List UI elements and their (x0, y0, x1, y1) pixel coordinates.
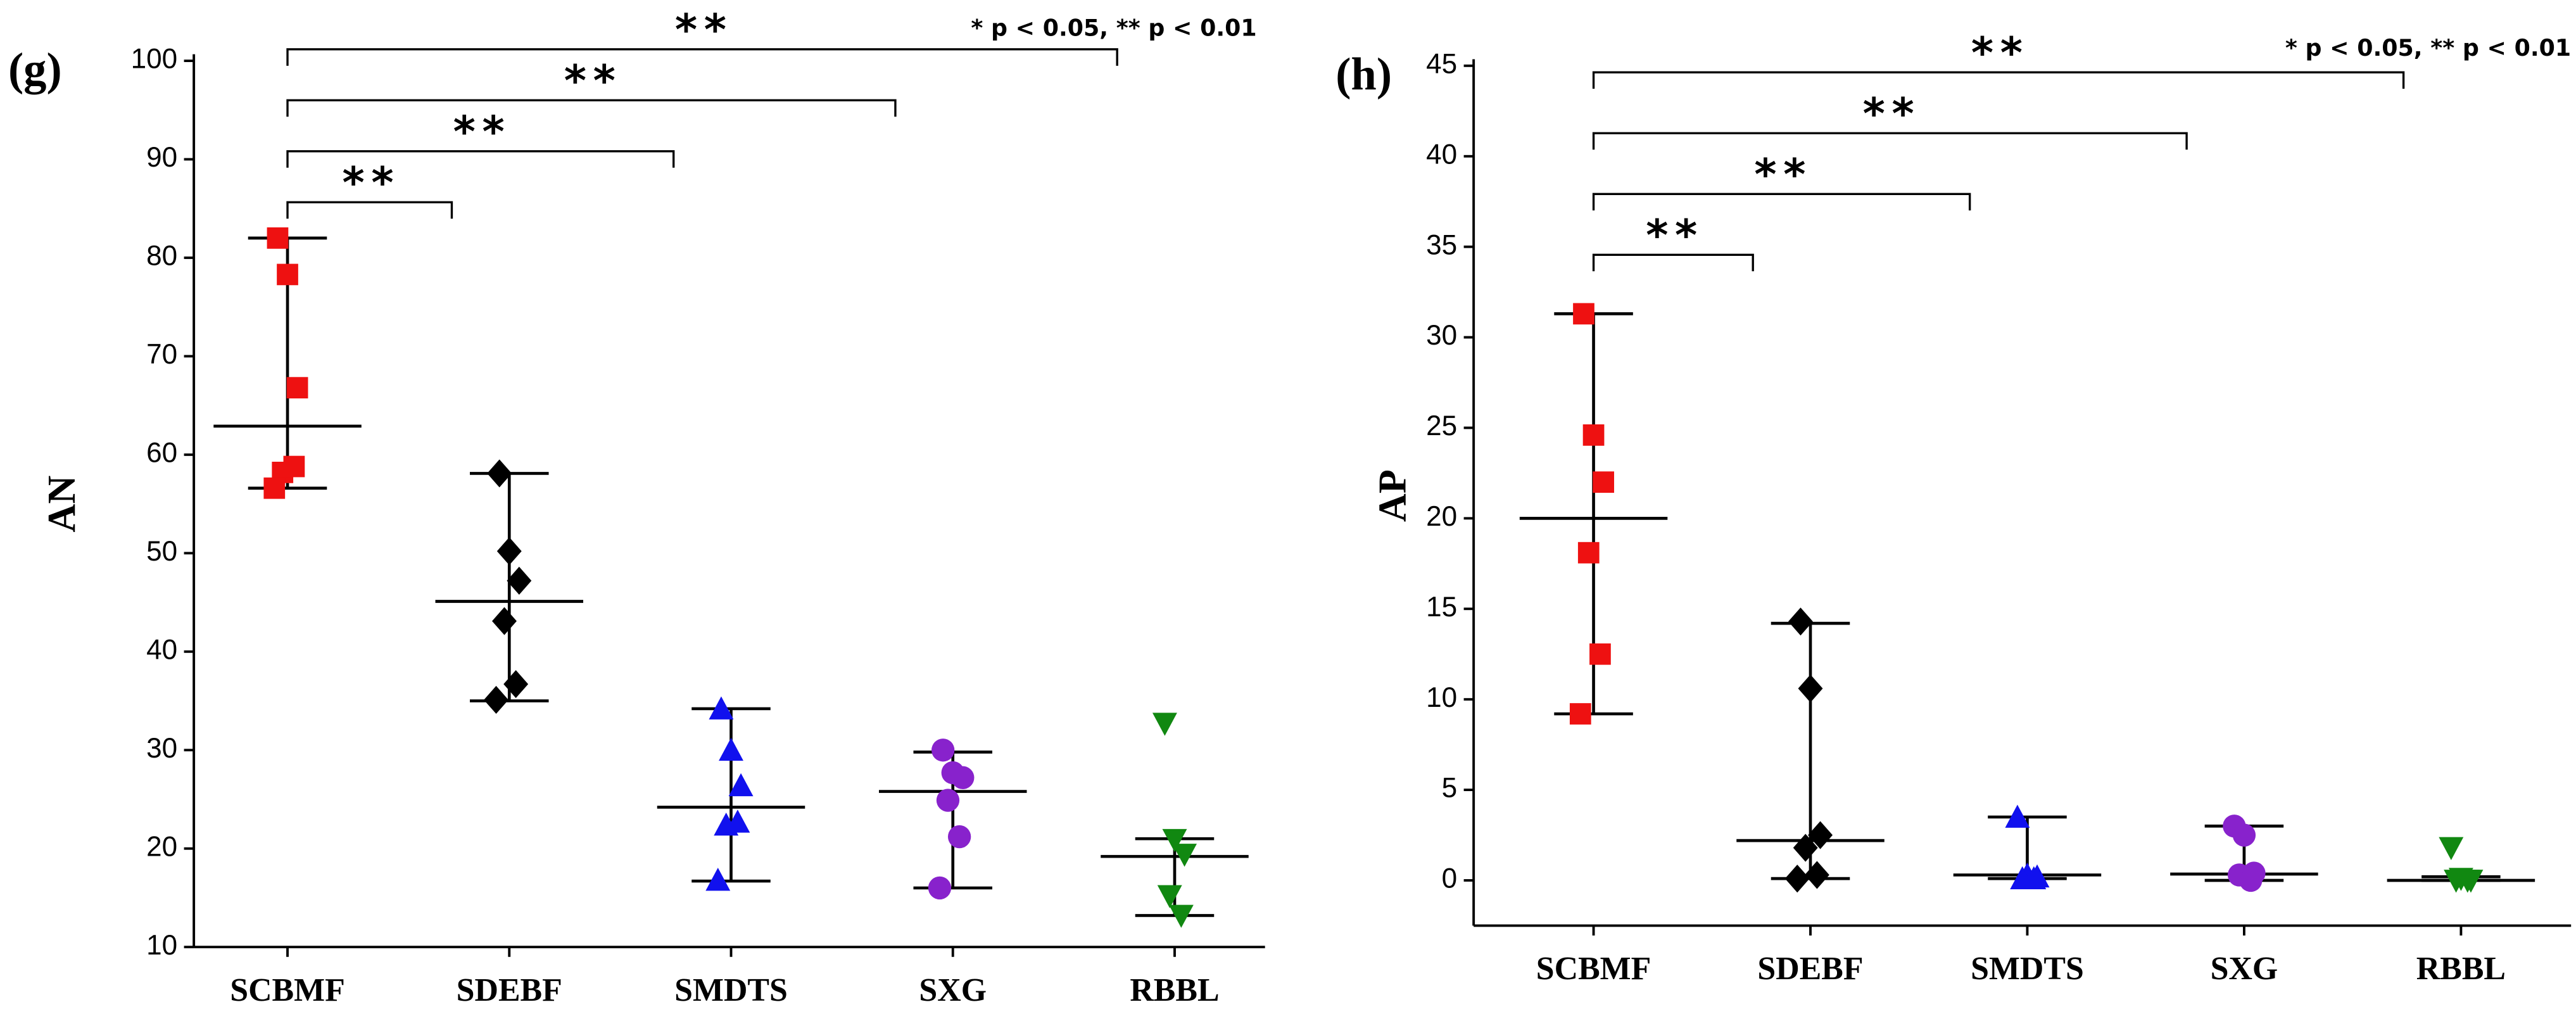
point (1804, 861, 1829, 889)
x-tick-label: SDEBF (457, 972, 562, 1008)
point (1593, 471, 1614, 493)
bracket (1592, 132, 2188, 150)
bracket-label: ** (1645, 210, 1703, 260)
point (2439, 837, 2464, 861)
bracket (286, 48, 1118, 66)
x-tick-label: SCBMF (1536, 951, 1651, 987)
point (1157, 885, 1182, 908)
point (503, 670, 529, 699)
bracket (286, 150, 675, 168)
point (1582, 424, 1605, 446)
x-tick-label: SXG (919, 972, 987, 1008)
bracket-label: ** (1753, 149, 1811, 200)
point (1589, 643, 1611, 665)
y-tick-label: 35 (1426, 229, 1457, 260)
y-axis-label: AP (1372, 469, 1415, 522)
y-axis-label: AN (41, 476, 84, 533)
x-tick-label: SDEBF (1757, 951, 1863, 987)
y-tick-label: 40 (146, 634, 177, 665)
point (1808, 821, 1833, 849)
point (931, 739, 955, 762)
bracket-label: ** (1861, 89, 1919, 139)
bracket-label: ** (673, 4, 731, 54)
point (1168, 904, 1194, 928)
y-tick-label: 15 (1426, 592, 1457, 623)
point (2455, 870, 2480, 893)
point (936, 789, 960, 812)
y-tick-label: 30 (146, 733, 177, 764)
x-tick-label: SMDTS (674, 972, 788, 1008)
point (1172, 844, 1197, 867)
point (1162, 828, 1187, 853)
y-tick-label: 25 (1426, 410, 1457, 441)
point (951, 766, 975, 789)
y-tick-label: 20 (146, 831, 177, 862)
point (2021, 866, 2047, 890)
point (1569, 703, 1591, 725)
point (277, 263, 298, 286)
point (2232, 823, 2256, 847)
point (487, 459, 512, 488)
point (947, 825, 971, 849)
y-tick-label: 10 (146, 930, 177, 961)
panel-label: (g) (8, 43, 62, 94)
note: * p < 0.05, ** p < 0.01 (2285, 34, 2571, 61)
point (507, 566, 532, 595)
y-tick-label: 10 (1426, 682, 1457, 713)
x-tick-label: SMDTS (1971, 951, 2084, 987)
point (2239, 868, 2263, 892)
point (725, 809, 750, 833)
bracket (1592, 71, 2405, 89)
y-tick-label: 45 (1426, 48, 1457, 79)
bracket (286, 99, 897, 117)
bracket-label: ** (451, 106, 510, 156)
point (263, 477, 286, 499)
point (719, 737, 743, 761)
point (1788, 607, 1813, 636)
panel-label: (h) (1335, 48, 1392, 99)
y-tick-label: 70 (146, 339, 177, 370)
y-tick-label: 80 (146, 241, 177, 272)
point (928, 876, 952, 900)
point (728, 773, 754, 797)
y-tick-label: 40 (1426, 139, 1457, 170)
point (1793, 834, 1818, 862)
bracket (286, 201, 453, 219)
y-tick-label: 30 (1426, 320, 1457, 351)
y-tick-label: 0 (1442, 863, 1458, 894)
bracket (1592, 193, 1971, 211)
point (484, 685, 508, 714)
x-tick-label: SXG (2211, 951, 2278, 987)
bracket-label: ** (341, 158, 399, 208)
point (267, 227, 289, 249)
y-tick-label: 100 (131, 44, 178, 75)
bracket-label: ** (562, 56, 621, 106)
point (2005, 804, 2030, 828)
point (496, 537, 522, 566)
x-tick-label: SCBMF (230, 972, 345, 1008)
point (1152, 713, 1177, 736)
y-tick-label: 60 (146, 438, 177, 469)
point (1784, 865, 1810, 893)
point (1577, 542, 1600, 564)
y-tick-label: 90 (146, 142, 177, 173)
y-tick-label: 5 (1442, 773, 1458, 804)
point (1573, 303, 1594, 325)
point (705, 868, 731, 891)
point (286, 377, 308, 399)
bracket (1592, 253, 1754, 272)
bracket-label: ** (1969, 28, 2028, 78)
x-tick-label: RBBL (1130, 972, 1219, 1008)
point (492, 607, 517, 635)
point (709, 696, 734, 720)
x-tick-label: RBBL (2416, 951, 2506, 987)
y-tick-label: 20 (1426, 501, 1457, 532)
point (283, 455, 305, 478)
note: * p < 0.05, ** p < 0.01 (971, 15, 1256, 42)
y-tick-label: 50 (146, 536, 177, 567)
point (1798, 674, 1823, 703)
